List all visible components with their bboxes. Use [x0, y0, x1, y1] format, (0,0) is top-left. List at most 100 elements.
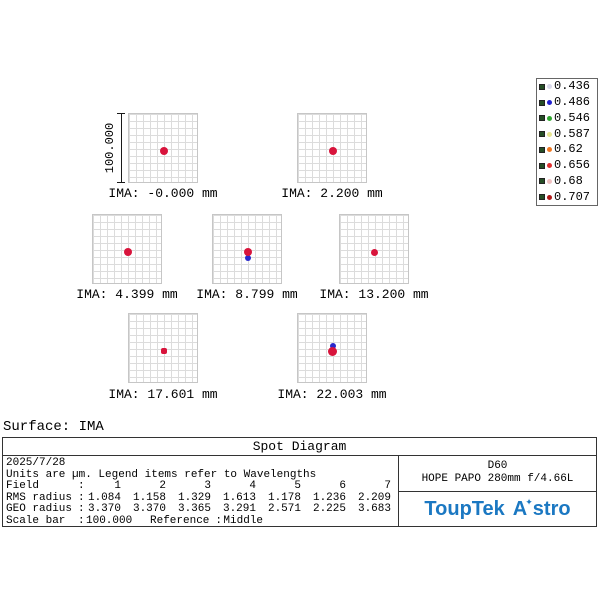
checkbox-icon[interactable] [539, 194, 545, 201]
row-label: Scale bar [6, 514, 66, 527]
cell-value: 1.178 [267, 491, 301, 504]
color-swatch-icon [547, 115, 552, 121]
legend-value: 0.436 [554, 79, 591, 94]
cell-value: 3.370 [87, 503, 121, 515]
row-label: GEO radius [6, 503, 73, 515]
colon: : [78, 480, 85, 492]
legend-value: 0.656 [554, 158, 591, 173]
brand-touptek-text: ToupTek [424, 498, 505, 520]
spot-dot [329, 147, 337, 155]
color-swatch-icon [547, 84, 552, 90]
spot-dot [160, 147, 168, 155]
system-model: D60 [487, 460, 508, 472]
scale-bar-tick [117, 113, 125, 114]
cell-value: 1.613 [222, 491, 256, 504]
checkbox-icon[interactable] [539, 131, 545, 138]
spot-grid [92, 214, 162, 284]
color-swatch-icon [547, 163, 552, 169]
table-info-cell: D60 HOPE PAPO 280mm f/4.66L ToupTek A ✦ str… [399, 456, 596, 527]
legend-item: 0.656 [539, 159, 597, 173]
cell-value: 3.365 [177, 503, 211, 515]
cell-value: 3 [204, 480, 211, 492]
ima-label: IMA: -0.000 mm [108, 186, 218, 201]
spot-dot [124, 248, 132, 256]
color-swatch-icon [547, 100, 552, 106]
cell-value: 5 [294, 480, 301, 492]
checkbox-icon[interactable] [539, 115, 545, 122]
spot-dot [371, 249, 378, 256]
legend-item: 0.546 [539, 111, 597, 125]
row-label: RMS radius [6, 491, 73, 504]
cell-value: 1.158 [132, 491, 166, 504]
color-swatch-icon [547, 131, 552, 137]
spot-grid [339, 214, 409, 284]
spot-fringe-dot [330, 343, 336, 349]
surface-label: Surface: IMA [3, 419, 104, 435]
table-row-rms: RMS radius:1.084 1.158 1.329 1.613 1.178 1.23… [6, 491, 398, 505]
spot-fringe-dot [245, 255, 251, 261]
cell-value: 1.329 [177, 491, 211, 504]
ima-label: IMA: 4.399 mm [76, 287, 178, 302]
system-info: D60 HOPE PAPO 280mm f/4.66L [399, 456, 596, 492]
spot-dot [161, 348, 167, 354]
checkbox-icon[interactable] [539, 146, 545, 153]
scale-bar-label: 100.000 [103, 122, 117, 174]
color-swatch-icon [547, 194, 552, 200]
checkbox-icon[interactable] [539, 178, 545, 185]
date-text: 2025/7/28 [6, 457, 66, 469]
brand-astro-a: A [512, 498, 528, 520]
checkbox-icon[interactable] [539, 83, 545, 90]
checkbox-icon[interactable] [539, 162, 545, 169]
wavelength-legend: 0.436 0.486 0.546 0.587 0.62 0.656 [536, 78, 598, 206]
colon: : [215, 514, 223, 527]
cell-value: 3.683 [357, 503, 391, 515]
color-swatch-icon [547, 178, 552, 184]
ima-label: IMA: 17.601 mm [108, 387, 218, 402]
cell-value: 3.370 [132, 503, 166, 515]
checkbox-icon[interactable] [539, 99, 545, 106]
table-row-scale-bar: Scale bar:100.000 Reference: Middle [6, 514, 398, 528]
table-title: Spot Diagram [3, 438, 596, 456]
reference-value: Middle [223, 514, 264, 527]
brand-astro-text: stro [532, 498, 571, 520]
cell-value: 6 [339, 480, 346, 492]
cell-value: 1.084 [87, 491, 121, 504]
cell-value: 7 [384, 480, 391, 492]
colon: : [78, 503, 85, 515]
report-table: Spot Diagram 2025/7/28 Units are µm. Leg… [2, 437, 597, 527]
spot-dot [244, 248, 252, 256]
table-row-field: Field: 1 2 3 4 5 6 7 [6, 480, 398, 493]
cell-value: 3.291 [222, 503, 256, 515]
cell-value: 2 [159, 480, 166, 492]
legend-item: 0.436 [539, 80, 597, 94]
legend-value: 0.68 [554, 173, 583, 188]
scale-bar [121, 113, 122, 183]
spot-grid [297, 313, 367, 383]
scale-bar-tick [117, 182, 125, 183]
cell-value: 1 [114, 480, 121, 492]
star-icon: ✦ [525, 497, 533, 507]
legend-item: 0.707 [539, 190, 597, 204]
spot-grid [297, 113, 367, 183]
table-row-geo: GEO radius:3.370 3.370 3.365 3.291 2.571 2.22… [6, 503, 398, 516]
reference-label: Reference [150, 514, 210, 527]
row-label: Field [6, 480, 40, 492]
ima-label: IMA: 13.200 mm [319, 287, 429, 302]
colon: : [78, 514, 85, 527]
legend-item: 0.486 [539, 96, 597, 110]
spot-grid [128, 113, 198, 183]
brand-logo: ToupTek A ✦ stro [399, 492, 596, 527]
cell-value: 2.209 [357, 491, 391, 504]
ima-label: IMA: 22.003 mm [277, 387, 387, 402]
legend-item: 0.68 [539, 174, 597, 188]
units-note: Units are µm. Legend items refer to Wave… [6, 468, 317, 481]
legend-value: 0.587 [554, 126, 591, 141]
system-name: HOPE PAPO 280mm f/4.66L [421, 473, 574, 485]
cell-value: 4 [249, 480, 256, 492]
legend-value: 0.486 [554, 95, 591, 110]
cell-value: 2.571 [267, 503, 301, 515]
legend-value: 0.546 [554, 110, 591, 125]
cell-value: 2.225 [312, 503, 346, 515]
spot-grid [128, 313, 198, 383]
color-swatch-icon [547, 147, 552, 153]
